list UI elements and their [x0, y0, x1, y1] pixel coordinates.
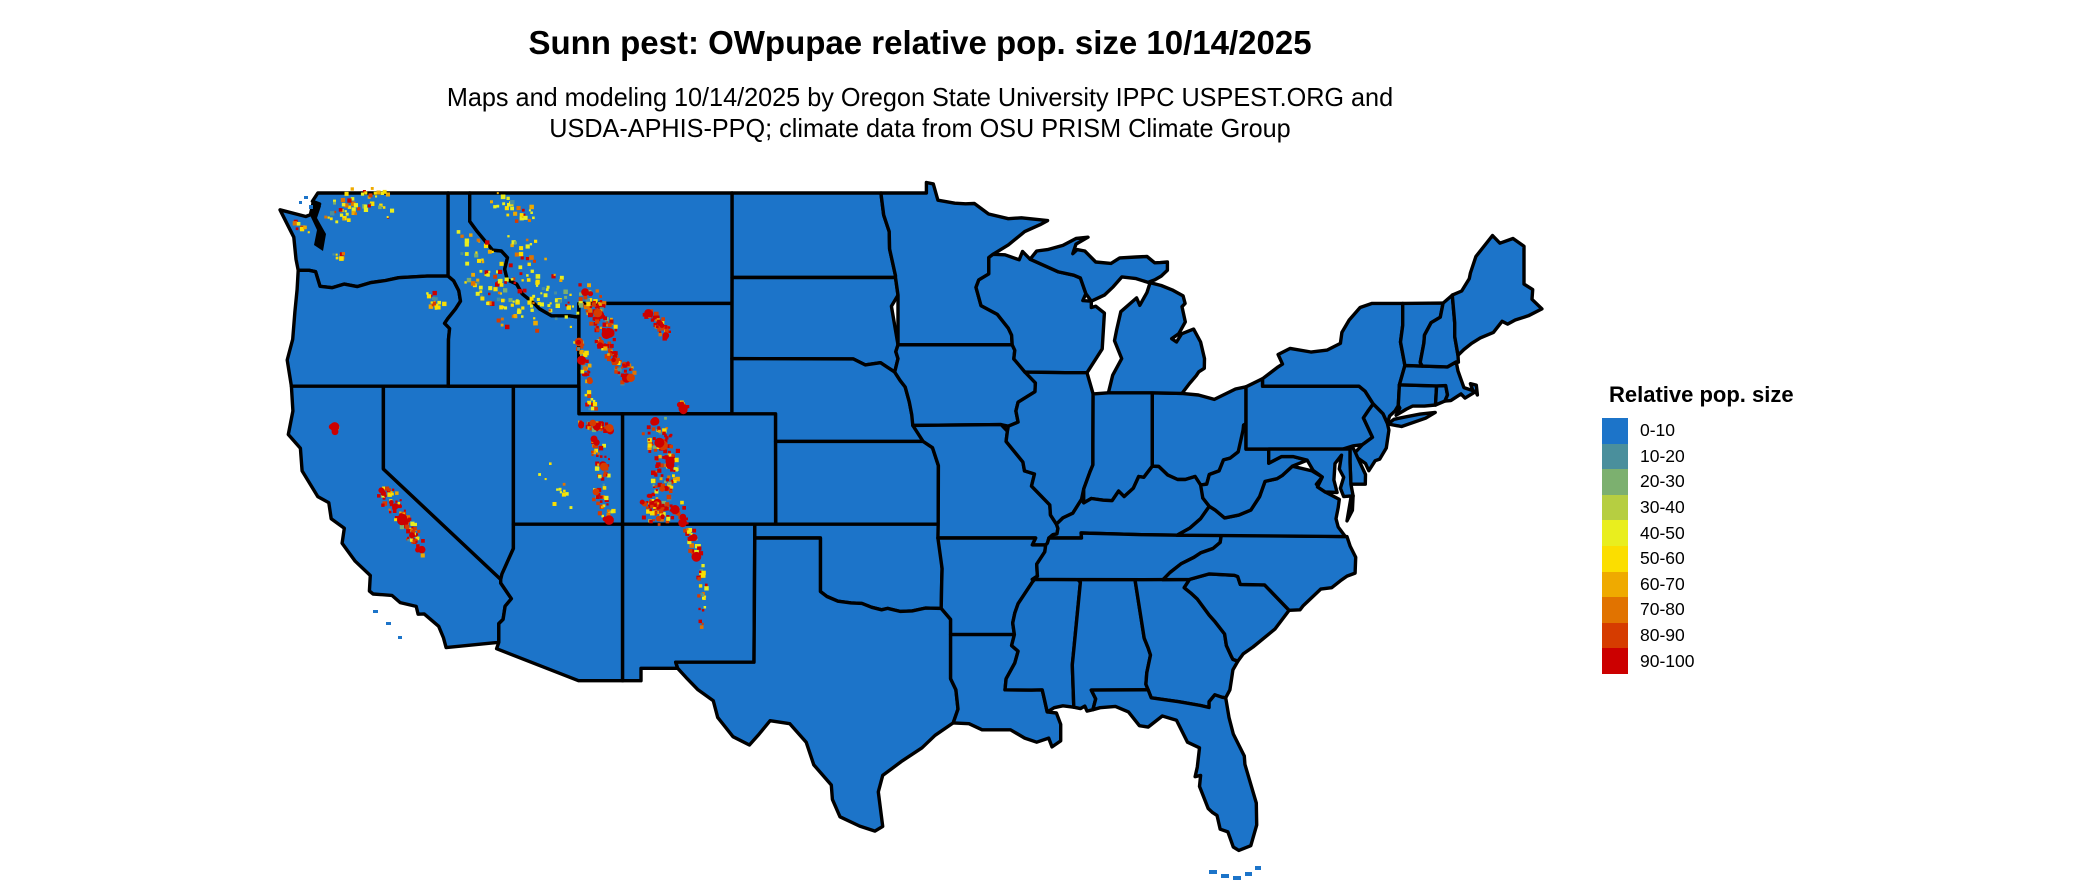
state-or: [285, 268, 463, 388]
legend-swatch: [1602, 597, 1628, 623]
legend-row: 60-70: [1602, 571, 1902, 598]
state-me: [1450, 233, 1544, 357]
legend-title: Relative pop. size: [1609, 382, 1794, 407]
state-wi: [974, 249, 1107, 375]
legend-row: 30-40: [1602, 494, 1902, 521]
legend-swatch: [1602, 418, 1628, 444]
legend-row: 0-10: [1602, 418, 1902, 444]
legend-label: 20-30: [1640, 471, 1685, 492]
state-nc: [1161, 533, 1358, 612]
state-co: [620, 412, 778, 526]
legend-label: 10-20: [1640, 445, 1685, 466]
legend-label: 50-60: [1640, 548, 1685, 569]
state-tx: [674, 536, 960, 833]
state-az: [494, 522, 625, 683]
legend-row: 70-80: [1602, 597, 1902, 623]
legend-label: 70-80: [1640, 599, 1685, 620]
legend-row: 40-50: [1602, 520, 1902, 546]
subtitle-line-1: Maps and modeling 10/14/2025 by Oregon S…: [446, 82, 1394, 112]
state-milp: [1106, 281, 1207, 396]
legend-swatch: [1602, 648, 1628, 674]
legend-row: 80-90: [1602, 622, 1902, 649]
legend-label: 80-90: [1640, 625, 1685, 646]
legend-row: 90-100: [1602, 648, 1902, 674]
legend-swatch: [1602, 469, 1628, 495]
legend-row: 50-60: [1602, 545, 1902, 572]
legend-swatch: [1602, 494, 1628, 521]
state-fl: [1089, 688, 1259, 853]
legend-rows: 0-10 10-20 20-30 30-40 40-50 50-60 60-70 70-80 8…: [1602, 418, 1902, 674]
page-subtitle: Maps and modeling 10/14/2025 by Oregon S…: [290, 82, 1551, 144]
state-md: [1267, 447, 1355, 499]
legend-swatch: [1602, 443, 1628, 470]
state-nj: [1353, 402, 1391, 473]
subtitle-line-2: USDA-APHIS-PPQ; climate data from OSU PR…: [549, 113, 1291, 143]
legend-swatch: [1602, 622, 1628, 649]
offshore-islands: [299, 196, 1261, 880]
puget-sound-inlet: [309, 200, 326, 251]
state-vaes: [1345, 494, 1355, 523]
state-li: [1386, 410, 1437, 429]
state-nm: [620, 522, 757, 683]
legend-label: 40-50: [1640, 522, 1685, 543]
legend-swatch: [1602, 545, 1628, 572]
legend: Relative pop. size 0-10 10-20 20-30 30-40 40…: [1602, 382, 1902, 674]
state-pa: [1244, 377, 1375, 451]
legend-row: 20-30: [1602, 469, 1902, 495]
legend-row: 10-20: [1602, 443, 1902, 470]
state-nd: [730, 191, 898, 280]
header: Sunn pest: OWpupae relative pop. size 10…: [270, 24, 1570, 144]
legend-label: 30-40: [1640, 497, 1685, 518]
state-miup: [1028, 235, 1170, 303]
legend-label: 60-70: [1640, 573, 1685, 594]
state-ks: [773, 439, 941, 526]
legend-swatch: [1602, 571, 1628, 598]
hotspot-specks: [292, 187, 709, 629]
legend-label: 0-10: [1640, 420, 1676, 441]
state-ct: [1394, 383, 1439, 417]
legend-label: 90-100: [1640, 650, 1695, 671]
page-title: Sunn pest: OWpupae relative pop. size 10…: [528, 24, 1312, 61]
legend-swatch: [1602, 520, 1628, 546]
